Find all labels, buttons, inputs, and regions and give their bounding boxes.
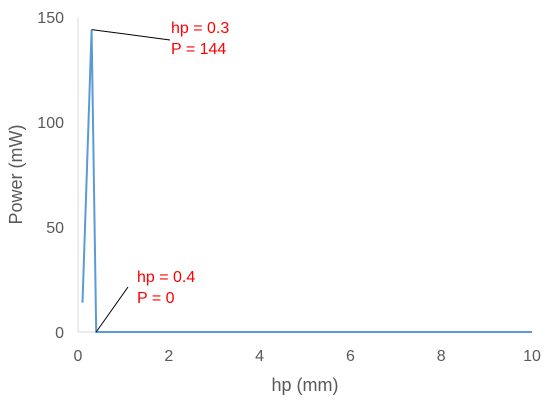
y-tick-label: 100 [37, 115, 64, 132]
y-tick-label: 150 [37, 10, 64, 27]
annotation-leader-line [91, 29, 171, 41]
annotation-label: hp = 0.3 [171, 20, 229, 37]
series [81, 29, 532, 333]
annotation-label: P = 0 [137, 290, 175, 307]
y-axis-title: Power (mW) [6, 125, 26, 225]
x-tick-label: 4 [255, 348, 264, 365]
annotation-label: P = 144 [171, 41, 226, 58]
y-tick-label: 50 [46, 220, 64, 237]
x-tick-label: 6 [346, 348, 355, 365]
x-tick-label: 0 [74, 348, 83, 365]
x-axis-title: hp (mm) [272, 375, 339, 395]
annotation-leader-line [95, 286, 129, 333]
x-tick-label: 8 [437, 348, 446, 365]
annotation-label: hp = 0.4 [137, 269, 195, 286]
x-tick-label: 10 [523, 348, 541, 365]
annotations: hp = 0.3 P = 144 hp = 0.4 P = 0 [91, 20, 229, 333]
y-tick-label: 0 [55, 325, 64, 342]
x-tick-label: 2 [164, 348, 173, 365]
series-line [81, 29, 532, 333]
